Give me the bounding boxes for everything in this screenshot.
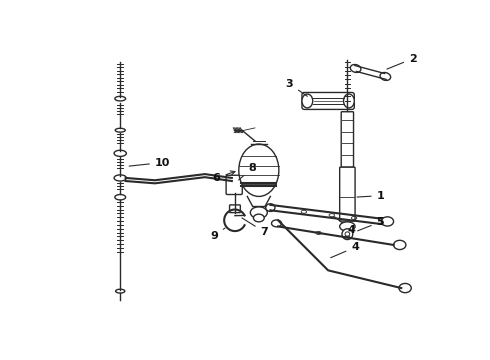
Text: 4: 4: [334, 217, 355, 235]
FancyBboxPatch shape: [229, 205, 240, 213]
Text: 9: 9: [210, 228, 225, 241]
Ellipse shape: [266, 204, 275, 211]
Ellipse shape: [340, 222, 355, 231]
Ellipse shape: [399, 283, 411, 293]
Ellipse shape: [114, 175, 126, 181]
FancyBboxPatch shape: [340, 167, 355, 221]
Ellipse shape: [271, 220, 282, 227]
Ellipse shape: [116, 289, 125, 293]
Ellipse shape: [393, 240, 406, 249]
Ellipse shape: [115, 128, 125, 132]
FancyBboxPatch shape: [226, 175, 242, 194]
Ellipse shape: [302, 94, 313, 108]
Text: 2: 2: [387, 54, 416, 69]
Text: 10: 10: [129, 158, 170, 167]
Ellipse shape: [350, 64, 361, 72]
Ellipse shape: [381, 217, 393, 226]
Text: 1: 1: [357, 191, 384, 201]
Ellipse shape: [114, 150, 126, 156]
FancyBboxPatch shape: [302, 93, 354, 109]
Ellipse shape: [250, 207, 268, 219]
Ellipse shape: [253, 214, 264, 222]
Ellipse shape: [345, 232, 350, 237]
Ellipse shape: [343, 94, 354, 108]
Ellipse shape: [342, 229, 353, 239]
Text: 4: 4: [331, 242, 359, 258]
Ellipse shape: [380, 72, 391, 80]
Text: 6: 6: [213, 171, 235, 183]
Text: 5: 5: [358, 217, 384, 231]
Ellipse shape: [239, 144, 279, 197]
FancyBboxPatch shape: [341, 112, 354, 167]
Text: 7: 7: [242, 218, 268, 237]
Text: 8: 8: [239, 163, 257, 180]
Text: 3: 3: [286, 79, 307, 96]
Ellipse shape: [115, 194, 125, 200]
Ellipse shape: [115, 96, 125, 101]
